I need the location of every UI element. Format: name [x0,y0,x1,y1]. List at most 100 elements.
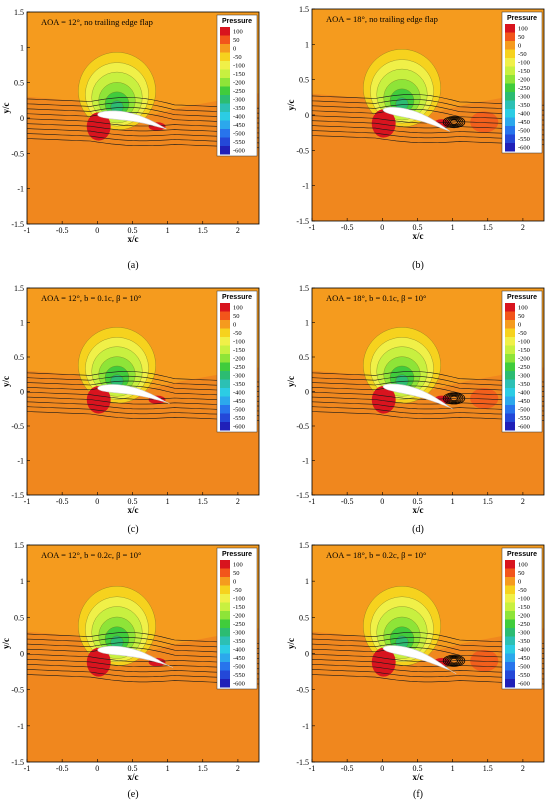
panel-label: (e) [127,789,138,800]
legend-level-label: 100 [518,26,528,33]
legend-level-label: 0 [233,46,236,53]
legend-level-label: -600 [233,424,245,431]
legend-level-label: -250 [518,621,530,628]
x-tick-label: 1 [451,223,455,232]
legend-level-label: -500 [233,664,245,671]
panel-b: -1 -0.5 0 0.5 1 1.5 21.510.50-0.5-1-1.5x/cy/cA… [286,5,545,271]
separation-vortex [444,655,464,666]
legend-level-label: -200 [518,613,530,620]
x-tick-label: -1 [24,764,31,773]
legend-swatch [220,405,230,414]
legend-swatch [505,371,515,380]
legend-swatch [220,112,230,121]
annotation: AOA = 18°, no trailing edge flap [326,14,438,24]
legend-swatch [505,32,515,41]
y-tick-label: -1.5 [11,220,24,229]
legend-swatch [220,645,230,654]
legend-swatch [505,345,515,354]
legend-swatch [505,662,515,671]
legend-level-label: -400 [233,114,245,121]
legend-level-label: -150 [233,604,245,611]
separation-vortex [446,394,462,403]
legend-swatch [220,345,230,354]
legend-level-label: -150 [518,68,530,75]
legend-level-label: 0 [518,322,521,329]
legend-level-label: -50 [518,51,527,58]
y-tick-label: 1 [20,43,24,52]
x-tick-label: 1.5 [483,764,493,773]
x-tick-label: 1.5 [198,226,208,235]
legend-title: Pressure [222,551,252,558]
legend-level-label: -250 [233,364,245,371]
y-tick-label: -0.5 [296,146,309,155]
legend-level-label: -300 [233,373,245,380]
legend-level-label: -450 [233,122,245,129]
legend-level-label: -100 [518,60,530,67]
legend-swatch [505,83,515,92]
y-tick-label: 1.5 [299,284,309,293]
y-tick-label: 0 [20,114,24,123]
y-tick-label: 1 [20,577,24,586]
legend-swatch [220,303,230,312]
legend-swatch [220,354,230,363]
legend-swatch [505,41,515,50]
legend-level-label: -600 [518,681,530,688]
legend-swatch [505,619,515,628]
airfoil [382,383,454,410]
legend-swatch [505,362,515,371]
legend-level-label: -550 [518,136,530,143]
separation-vortex [442,654,466,667]
y-tick-label: 0.5 [14,613,24,622]
y-tick-label: 1.5 [299,541,309,550]
legend-swatch [505,143,515,152]
airfoil [97,110,167,130]
stagnation-blob [86,112,111,141]
legend-swatch [220,120,230,129]
y-tick-label: 0 [305,111,309,120]
legend-level-label: -350 [518,381,530,388]
x-tick-label: -0.5 [56,226,69,235]
legend-title: Pressure [222,18,252,25]
legend-swatch [505,611,515,620]
legend-title: Pressure [507,294,537,301]
legend-level-label: -300 [518,630,530,637]
legend-swatch [220,619,230,628]
legend-level-label: 100 [233,562,243,569]
stagnation-blob [86,647,111,677]
legend-level-label: 0 [233,579,236,586]
y-tick-label: -1 [302,457,309,466]
legend-level-label: -400 [233,390,245,397]
y-tick-label: -1.5 [11,491,24,500]
legend-swatch [220,577,230,586]
legend-level-label: -450 [233,398,245,405]
legend-swatch [505,560,515,569]
legend-swatch [505,320,515,329]
panel-label: (d) [412,524,424,535]
legend-level-label: -400 [518,647,530,654]
x-tick-label: 0 [380,497,384,506]
legend-level-label: 50 [233,313,240,320]
legend-swatch [220,594,230,603]
panel-f: -1 -0.5 0 0.5 1 1.5 21.510.50-0.5-1-1.5x/cy/cA… [286,541,545,800]
y-axis-label: y/c [286,376,296,387]
legend-swatch [220,52,230,61]
legend-level-label: -600 [518,424,530,431]
annotation: AOA = 12°, no trailing edge flap [41,17,153,27]
y-tick-label: 1.5 [14,541,24,550]
panel-label: (f) [413,789,423,800]
x-tick-label: 0 [95,764,99,773]
airfoil [382,107,451,132]
airfoil [97,645,174,668]
legend-level-label: -50 [233,330,242,337]
x-tick-label: -0.5 [341,223,354,232]
legend-level-label: -550 [233,139,245,146]
legend-level-label: -250 [233,621,245,628]
legend-swatch [220,328,230,337]
y-tick-label: -1 [17,185,24,194]
legend-title: Pressure [507,551,537,558]
legend-level-label: -500 [518,407,530,414]
x-tick-label: 2 [236,764,240,773]
legend-swatch [505,126,515,135]
legend-level-label: -600 [233,148,245,155]
legend-swatch [505,577,515,586]
